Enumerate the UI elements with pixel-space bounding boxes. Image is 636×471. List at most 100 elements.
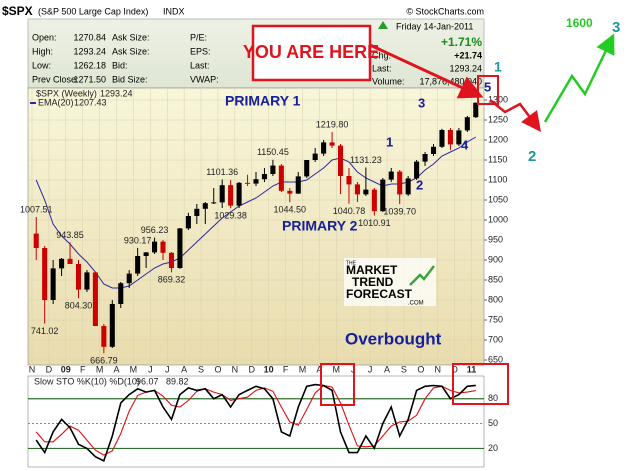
candle-body	[84, 272, 90, 290]
price-label: 956.23	[141, 225, 169, 235]
price-label: 1039.70	[383, 206, 416, 216]
candle-body	[118, 283, 124, 304]
candle-body	[456, 130, 462, 145]
price-label: 1219.80	[316, 119, 349, 129]
subtitle: (S&P 500 Large Cap Index)	[38, 6, 148, 16]
x-tick-label: F	[283, 364, 289, 374]
exchange: INDX	[163, 6, 185, 16]
legend-price: $SPX (Weekly)	[36, 88, 97, 98]
x-tick-label: 11	[467, 364, 477, 374]
projection-label: 1	[494, 59, 502, 75]
x-tick-label: S	[198, 364, 204, 374]
x-tick-label: O	[417, 364, 424, 374]
y-tick-label: 1100	[488, 174, 507, 184]
candle-body	[109, 304, 115, 347]
highlight-box	[452, 363, 509, 405]
x-tick-label: A	[316, 364, 322, 374]
candle-body	[346, 176, 352, 185]
candle-body	[50, 268, 56, 300]
highlight-box	[320, 363, 355, 406]
x-tick-label: M	[299, 364, 307, 374]
candle-body	[278, 165, 284, 191]
candle-body	[42, 248, 48, 300]
price-label: 1044.50	[274, 205, 307, 215]
candle-body	[168, 252, 175, 268]
primary-2: PRIMARY 2	[282, 218, 358, 234]
candle-body	[405, 178, 411, 195]
quote-label: Open:	[32, 32, 57, 42]
candle-body	[236, 182, 242, 206]
primary-1: PRIMARY 1	[225, 93, 301, 109]
candle-body	[177, 228, 183, 268]
quote-label: Bid Size:	[112, 74, 148, 84]
price-label: 869.32	[158, 275, 186, 285]
quote-date: Friday 14-Jan-2011	[396, 21, 473, 31]
ema-line	[35, 136, 477, 289]
x-tick-label: M	[130, 364, 138, 374]
y-tick-label: 20	[488, 443, 498, 453]
candle-body	[354, 184, 360, 195]
y-tick-label: 650	[488, 354, 503, 364]
candle-body	[363, 189, 369, 195]
y-tick-label: 1000	[488, 214, 508, 224]
candle-body	[160, 241, 166, 253]
candle-body	[295, 176, 301, 194]
price-label: 1131.23	[350, 155, 382, 165]
candle-body	[321, 142, 327, 154]
x-tick-label: 09	[61, 364, 71, 374]
candle-body	[312, 153, 318, 160]
wave-label: 2	[416, 177, 423, 192]
you-are-here-box	[251, 24, 372, 82]
x-tick-label: J	[368, 364, 373, 374]
quote-label: Chg:	[372, 50, 391, 60]
candle-body	[337, 145, 344, 176]
candle-body	[397, 171, 403, 195]
x-tick-label: S	[401, 364, 407, 374]
wave-label: 5	[484, 79, 491, 94]
candle-body	[422, 154, 428, 162]
candle-body	[464, 117, 470, 131]
price-label: 1010.91	[358, 218, 391, 228]
x-tick-label: A	[114, 364, 120, 374]
candle-body	[152, 241, 158, 253]
y-tick-label: 800	[488, 294, 503, 304]
x-tick-label: F	[80, 364, 86, 374]
logo-text: FORECAST	[346, 287, 413, 301]
x-tick-label: N	[29, 364, 36, 374]
oscillator-k-value: 96.07	[136, 376, 159, 386]
quote-label: Ask Size:	[112, 32, 150, 42]
candle-body	[194, 208, 200, 216]
price-label: 930.17	[124, 235, 152, 245]
quote-label: Last:	[372, 63, 392, 73]
you-are-here: YOU ARE HERE	[243, 42, 379, 62]
y-tick-label: 80	[488, 393, 498, 403]
arrow	[369, 43, 484, 99]
price-label: 943.85	[56, 230, 84, 240]
x-tick-label: D	[249, 364, 256, 374]
x-tick-label: N	[434, 364, 441, 374]
candle-body	[261, 174, 267, 180]
quote-value: 1270.84	[73, 32, 106, 42]
y-tick-label: 950	[488, 234, 503, 244]
candle-body	[329, 142, 335, 146]
candle-body	[75, 264, 82, 290]
y-tick-label: 50	[488, 418, 498, 428]
x-tick-label: A	[384, 364, 390, 374]
price-label: 1007.51	[20, 204, 53, 214]
y-tick-label: 750	[488, 314, 503, 324]
logo-text: MARKET	[346, 263, 398, 277]
candle-body	[126, 273, 132, 284]
candle-body	[211, 202, 217, 204]
quote-value: 1262.18	[73, 60, 106, 70]
quote-label: Last:	[190, 60, 210, 70]
quote-label: P/E:	[190, 32, 207, 42]
y-tick-label: 850	[488, 274, 503, 284]
candle-body	[143, 252, 149, 256]
oscillator-d-value: 89.82	[166, 376, 189, 386]
overbought: Overbought	[345, 329, 442, 348]
logo-arrow	[409, 265, 435, 286]
candle-body	[414, 161, 420, 179]
price-label: 1040.78	[333, 206, 366, 216]
candle-body	[371, 189, 377, 212]
